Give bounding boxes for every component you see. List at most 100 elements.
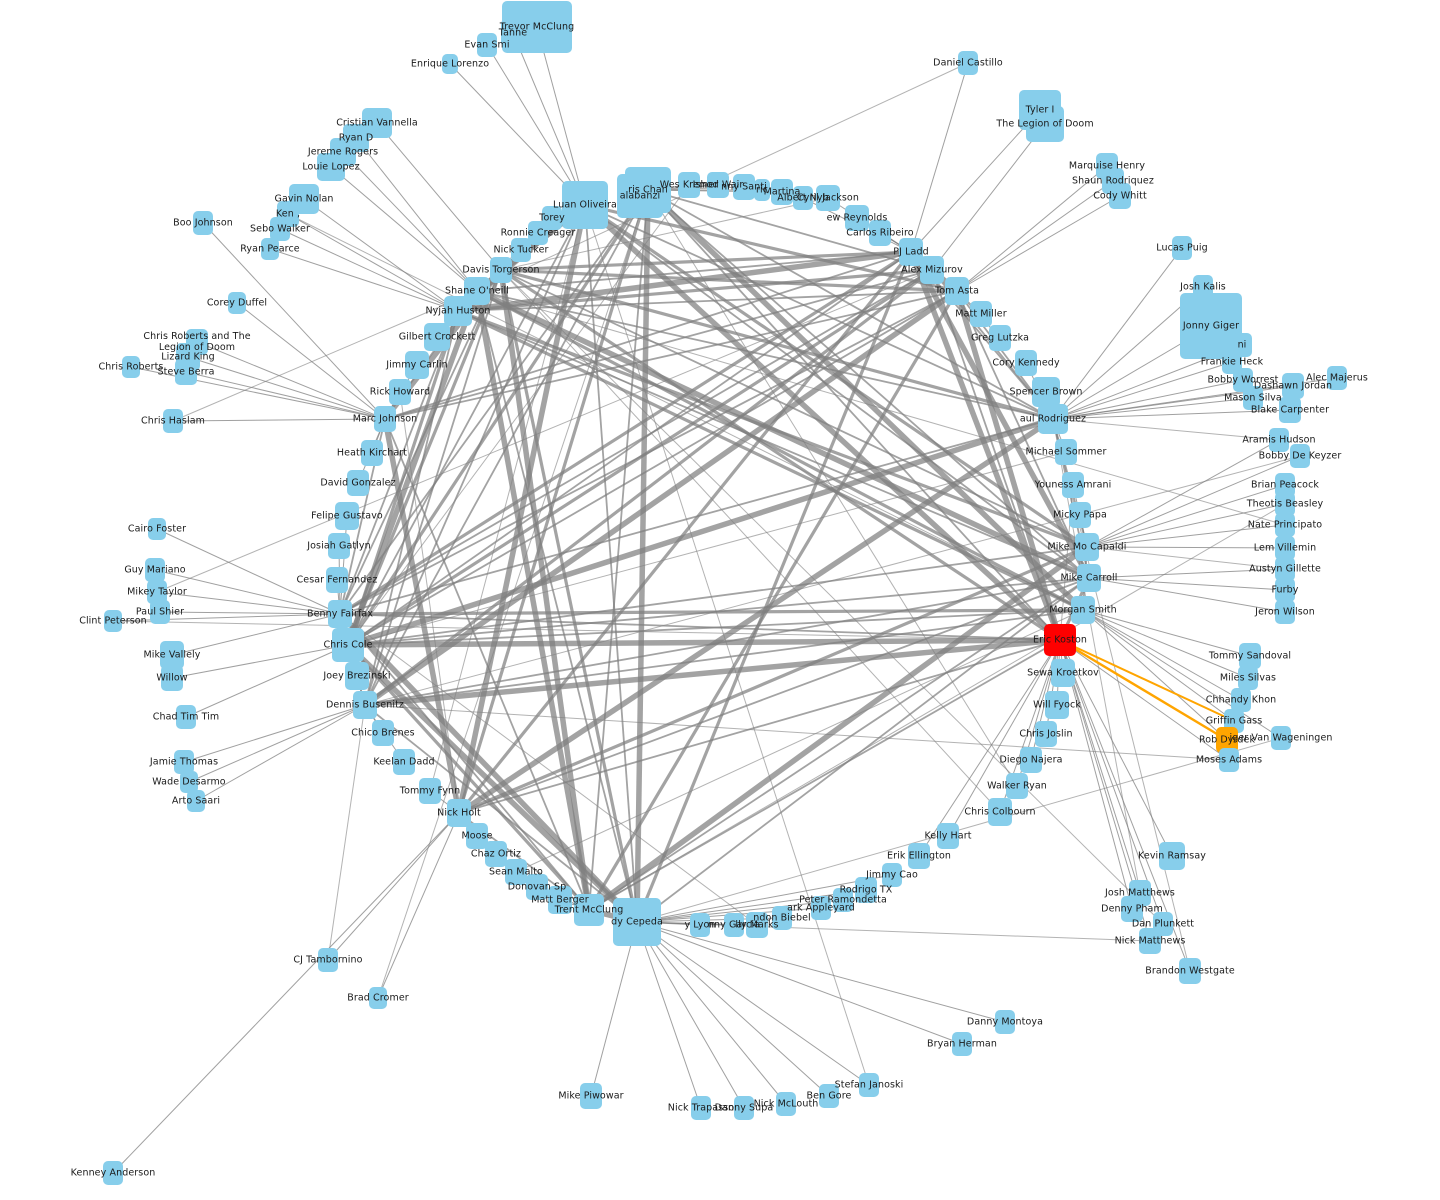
graph-node-walker-ryan[interactable] — [1006, 773, 1028, 799]
graph-node-cody-whitt[interactable] — [1109, 183, 1131, 209]
graph-node-greg-lutzka[interactable] — [989, 325, 1011, 351]
graph-node-enrique-lorenzo[interactable] — [442, 54, 458, 74]
graph-node-nate-principato[interactable] — [1275, 513, 1295, 537]
graph-node-cody-cepeda[interactable] — [613, 898, 661, 946]
graph-node-brandon-westgate[interactable] — [1179, 958, 1201, 984]
graph-node-dennis-busenitz[interactable] — [353, 691, 377, 719]
graph-node-brian-peacock[interactable] — [1275, 473, 1295, 497]
graph-node-billy-marks[interactable] — [746, 912, 768, 938]
graph-node-corey-duffel[interactable] — [228, 292, 246, 314]
graph-node-eric-koston[interactable] — [1044, 624, 1076, 656]
graph-node-youness-amrani[interactable] — [1062, 472, 1084, 498]
graph-node-jonny-giger[interactable] — [1180, 293, 1242, 359]
graph-node-mike-piwowar[interactable] — [580, 1083, 602, 1109]
graph-node-cyril-jackson[interactable] — [816, 185, 840, 211]
graph-node-moses-adams[interactable] — [1219, 748, 1239, 772]
graph-node-jamie-thomas[interactable] — [174, 750, 194, 774]
graph-node-nick-holt[interactable] — [447, 799, 471, 827]
graph-node-nyjah-huston[interactable] — [444, 296, 472, 326]
graph-node-clint-peterson[interactable] — [104, 610, 122, 632]
graph-node-denny-pham[interactable] — [1121, 896, 1143, 922]
graph-node-paul-shier[interactable] — [150, 600, 170, 624]
graph-node-mason-silva[interactable] — [1243, 386, 1263, 410]
graph-node-luan-oliveira[interactable] — [562, 181, 608, 229]
graph-node-chico-brenes[interactable] — [372, 720, 394, 746]
graph-node-matt-miller[interactable] — [970, 301, 992, 327]
graph-node-mikey-taylor[interactable] — [147, 580, 167, 604]
graph-node-diego-najera[interactable] — [1020, 747, 1042, 773]
graph-node-chris-haslam[interactable] — [163, 409, 183, 433]
graph-node-eric-martina[interactable] — [754, 179, 770, 201]
graph-node-arto-saari[interactable] — [187, 790, 205, 812]
graph-node-jimmy-carlin[interactable] — [405, 351, 429, 379]
graph-node-donovan-sp[interactable] — [526, 874, 548, 900]
graph-node-spencer-brown[interactable] — [1032, 377, 1060, 407]
graph-node-chhandy-khon[interactable] — [1231, 688, 1251, 712]
graph-node-cory-kennedy[interactable] — [1015, 350, 1037, 376]
graph-node-wade-desarmo[interactable] — [180, 771, 198, 793]
graph-node-stefan-janoski[interactable] — [859, 1073, 879, 1097]
graph-node-keelan-dadd[interactable] — [393, 749, 415, 775]
graph-node-chad-tim-tim[interactable] — [176, 705, 196, 729]
graph-node-austyn-gillette[interactable] — [1275, 557, 1295, 581]
graph-node-kelly-hart[interactable] — [937, 823, 959, 849]
graph-node-boo-johnson[interactable] — [193, 211, 213, 235]
graph-node-jeron-wilson[interactable] — [1275, 600, 1295, 624]
graph-node-guy-mariano[interactable] — [145, 558, 165, 582]
graph-node-ty-lyons[interactable] — [690, 913, 710, 937]
graph-node-furby[interactable] — [1275, 578, 1295, 602]
graph-node-bobby-de-keyzer[interactable] — [1290, 444, 1310, 468]
graph-node-jimmy-cao[interactable] — [882, 863, 902, 887]
graph-node-steve-berra[interactable] — [175, 359, 197, 385]
graph-node-moose[interactable] — [466, 823, 488, 849]
graph-node-joey-brezinski[interactable] — [345, 662, 369, 690]
graph-node-mike-carroll[interactable] — [1077, 564, 1101, 592]
graph-node-legion-of-doom[interactable] — [1026, 106, 1064, 142]
graph-node-louie-lopez[interactable] — [317, 153, 345, 181]
graph-node-trent-mcclung[interactable] — [574, 894, 604, 926]
graph-node-peter-ramondetta[interactable] — [833, 888, 853, 912]
graph-node-morgan-smith[interactable] — [1071, 596, 1095, 624]
graph-node-manny-santiago[interactable] — [733, 174, 755, 200]
graph-node-tommy-fynn[interactable] — [419, 778, 441, 804]
graph-node-alex-mizurov[interactable] — [920, 256, 944, 284]
graph-node-tom-asta[interactable] — [945, 277, 969, 305]
graph-node-cj-tambornino[interactable] — [318, 948, 338, 972]
graph-node-wes-kremer[interactable] — [678, 172, 700, 198]
graph-node-danny-supa[interactable] — [734, 1096, 754, 1120]
graph-node-theotis-beasley[interactable] — [1275, 492, 1295, 516]
graph-node-ben-gore[interactable] — [819, 1084, 839, 1108]
graph-node-evan-smith[interactable] — [477, 33, 497, 57]
graph-node-rob-dyrdek[interactable] — [1216, 727, 1238, 753]
graph-node-cairo-foster[interactable] — [148, 518, 166, 540]
graph-node-bryan-herman[interactable] — [952, 1032, 972, 1056]
graph-node-danny-montoya[interactable] — [995, 1010, 1015, 1034]
graph-node-kenney-anderson[interactable] — [103, 1161, 123, 1185]
graph-node-chris-colbourn[interactable] — [988, 798, 1012, 826]
graph-node-chaz-ortiz[interactable] — [485, 841, 507, 867]
graph-node-will-fyock[interactable] — [1045, 691, 1069, 719]
graph-node-mark-appleyard[interactable] — [811, 896, 831, 920]
graph-node-matt-berger[interactable] — [548, 886, 572, 914]
graph-node-willow[interactable] — [161, 665, 183, 691]
graph-node-ronnie-creager[interactable] — [528, 221, 548, 245]
graph-node-brandon-biebel[interactable] — [772, 906, 792, 930]
graph-node-chris-roberts[interactable] — [122, 356, 140, 378]
graph-node-pj-ladd[interactable] — [899, 238, 923, 266]
graph-node-lucas-puig[interactable] — [1172, 236, 1192, 260]
graph-node-aramis-hudson[interactable] — [1269, 428, 1289, 452]
graph-node-tanner[interactable] — [501, 19, 525, 47]
graph-node-alec-majerus[interactable] — [1327, 366, 1347, 390]
graph-node-ishod-wair[interactable] — [707, 172, 729, 198]
graph-node-miles-silvas[interactable] — [1238, 666, 1258, 690]
graph-node-tommy-sandoval[interactable] — [1239, 643, 1261, 669]
graph-node-mike-vallely[interactable] — [160, 641, 184, 669]
graph-node-josiah-gatlyn[interactable] — [328, 533, 350, 559]
graph-node-zion-wright[interactable] — [617, 174, 663, 218]
graph-node-nick-trapasso[interactable] — [691, 1096, 711, 1120]
graph-node-andrew-reynolds[interactable] — [845, 205, 869, 231]
graph-node-dashawn-jordan[interactable] — [1282, 373, 1304, 399]
graph-node-martina[interactable] — [771, 179, 793, 205]
graph-node-carlos-ribeiro[interactable] — [869, 220, 891, 246]
